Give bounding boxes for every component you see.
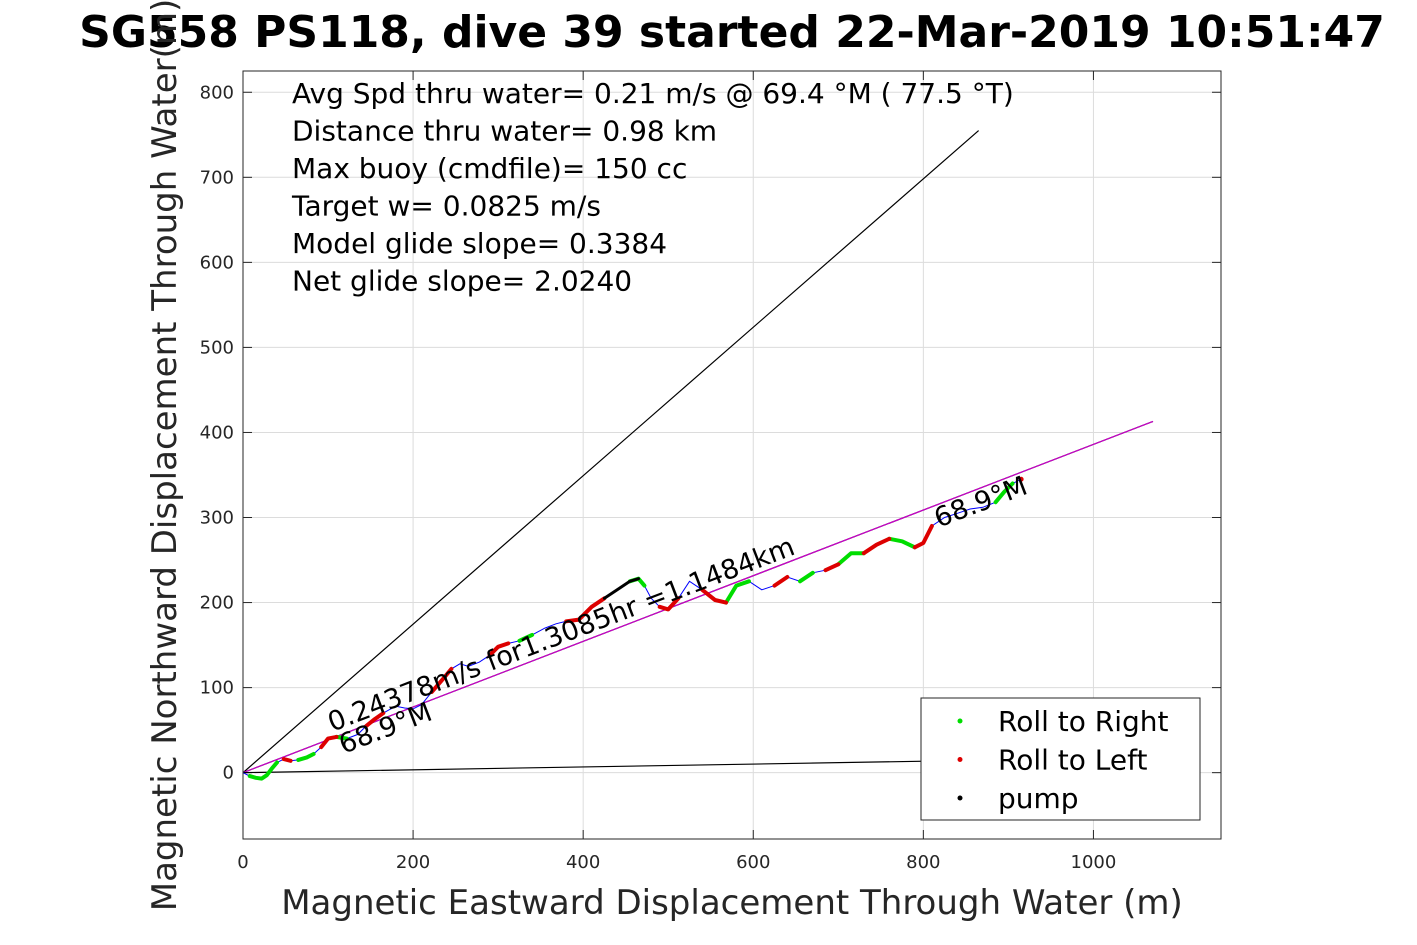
info-line: Target w= 0.0825 m/s: [291, 190, 601, 223]
legend-marker: [957, 757, 963, 762]
y-tick-label: 0: [223, 763, 234, 784]
info-line: Max buoy (cmdfile)= 150 cc: [292, 152, 687, 185]
roll-right-segment: [517, 632, 535, 643]
roll-left-segment: [319, 734, 339, 750]
roll-right-segment: [836, 551, 866, 567]
y-tick-label: 400: [200, 422, 234, 443]
roll-left-segment: [823, 562, 841, 573]
roll-left-segment: [281, 757, 293, 763]
chart-title: SG558 PS118, dive 39 started 22-Mar-2019…: [79, 7, 1385, 58]
legend: Roll to Right Roll to Left pump: [920, 697, 1201, 821]
roll-left-segment: [1018, 476, 1024, 482]
y-axis-label: Magnetic Northward Displacement Through …: [145, 0, 185, 911]
y-tick-label: 700: [200, 167, 234, 188]
x-tick-label: 600: [736, 852, 770, 873]
roll-right-segment: [296, 752, 316, 762]
roll-left-segment: [564, 596, 607, 624]
roll-left-segment: [912, 524, 934, 550]
y-tick-label: 600: [200, 252, 234, 273]
x-tick-label: 200: [396, 852, 430, 873]
y-tick-label: 200: [200, 593, 234, 614]
x-tick-label: 0: [237, 852, 248, 873]
roll-left-segment: [861, 536, 892, 556]
info-line: Distance thru water= 0.98 km: [292, 115, 717, 148]
legend-label: Roll to Left: [998, 744, 1147, 777]
info-line: Net glide slope= 2.0240: [292, 265, 632, 298]
roll-right-segment: [993, 481, 1015, 505]
roll-left-segment: [429, 666, 454, 694]
info-line: Avg Spd thru water= 0.21 m/s @ 69.4 °M (…: [292, 77, 1014, 110]
y-tick-label: 100: [200, 678, 234, 699]
y-tick-label: 300: [200, 508, 234, 529]
y-tick-label: 500: [200, 337, 234, 358]
x-tick-label: 400: [566, 852, 600, 873]
legend-box: [920, 697, 1201, 821]
legend-marker: [957, 795, 963, 801]
dive-track: [242, 476, 1024, 781]
legend-label: Roll to Right: [998, 705, 1169, 738]
info-line: Model glide slope= 0.3384: [292, 227, 667, 260]
plot-frame: [242, 70, 1222, 840]
reference-line: [242, 420, 1154, 774]
x-axis-label: Magnetic Eastward Displacement Through W…: [281, 883, 1183, 923]
roll-left-segment: [700, 587, 728, 605]
roll-left-segment: [772, 575, 790, 588]
y-tick-label: 800: [200, 82, 234, 103]
x-tick-label: 1000: [1071, 852, 1117, 873]
reference-line: [242, 130, 980, 774]
roll-right-segment: [887, 536, 917, 550]
legend-marker: [957, 718, 963, 724]
legend-label: pump: [998, 782, 1079, 815]
roll-right-segment: [247, 760, 279, 781]
roll-right-segment: [724, 579, 751, 605]
roll-right-segment: [798, 570, 815, 584]
roll-left-segment: [487, 641, 511, 658]
roll-left-segment: [657, 596, 681, 612]
x-tick-label: 800: [906, 852, 940, 873]
roll-left-segment: [364, 711, 386, 728]
pump-segment: [602, 577, 640, 600]
info-text-block: Avg Spd thru water= 0.21 m/s @ 69.4 °M (…: [291, 77, 1014, 298]
